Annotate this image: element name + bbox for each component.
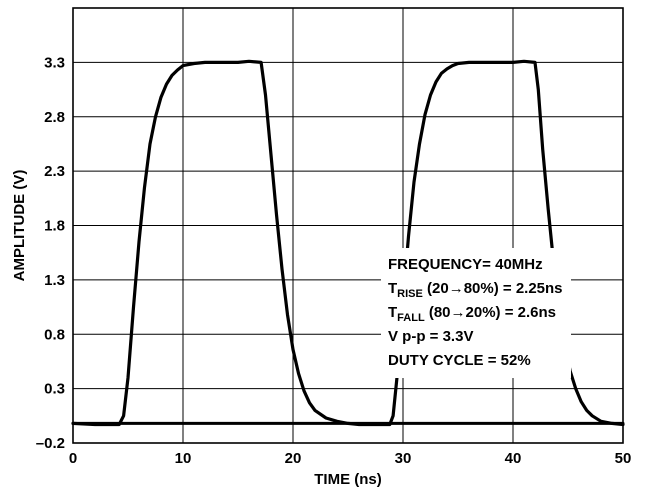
y-tick-label: 3.3 xyxy=(44,54,65,71)
y-tick-label: 0.3 xyxy=(44,381,65,398)
y-axis-title: AMPLITUDE (V) xyxy=(11,170,28,282)
y-tick-label: 1.8 xyxy=(44,218,65,235)
y-tick-label: 1.3 xyxy=(44,272,65,289)
annotation-line: TRISE (20→80%) = 2.25ns xyxy=(388,280,563,300)
y-tick-label: 0.8 xyxy=(44,326,65,343)
annotation-line: TFALL (80→20%) = 2.6ns xyxy=(388,304,556,324)
x-tick-label: 20 xyxy=(285,450,302,467)
annotation-line: V p-p = 3.3V xyxy=(388,328,473,345)
x-axis-title: TIME (ns) xyxy=(314,471,382,488)
x-tick-label: 40 xyxy=(505,450,522,467)
plot-frame xyxy=(72,7,624,444)
y-tick-label: –0.2 xyxy=(36,435,65,452)
y-tick-label: 2.8 xyxy=(44,109,65,126)
x-tick-label: 50 xyxy=(615,450,632,467)
annotation-background xyxy=(381,248,571,378)
measurement-annotation: FREQUENCY= 40MHz TRISE (20→80%) = 2.25ns T… xyxy=(381,248,571,378)
x-tick-label: 10 xyxy=(175,450,192,467)
waveform-traces xyxy=(71,59,625,427)
x-tick-label: 30 xyxy=(395,450,412,467)
grid-lines xyxy=(73,8,623,443)
annotation-line: FREQUENCY= 40MHz xyxy=(388,256,543,273)
x-tick-label: 0 xyxy=(69,450,77,467)
y-tick-label: 2.3 xyxy=(44,163,65,180)
tick-labels: 0 10 20 30 40 50 –0.2 0.3 0.8 1.3 1.8 2.3 2.8 3.3 xyxy=(36,54,632,467)
annotation-line: DUTY CYCLE = 52% xyxy=(388,352,531,369)
